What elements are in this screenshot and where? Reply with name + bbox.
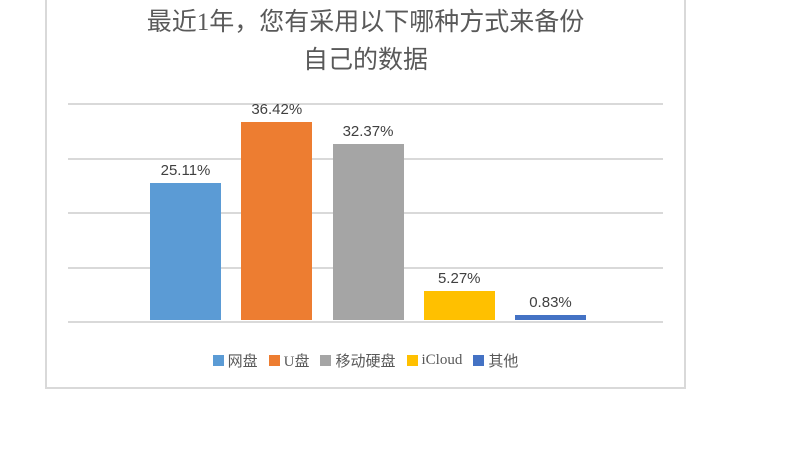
legend-swatch-icon-portable-hdd	[320, 354, 332, 366]
legend-swatch-icon-cloud-drive	[212, 354, 224, 366]
legend-item-portable-hdd: 移动硬盘	[320, 350, 396, 371]
chart-title-line1: 最近1年，您有采用以下哪种方式来备份	[146, 9, 585, 36]
legend-label-portable-hdd: 移动硬盘	[335, 353, 396, 370]
legend-label-other: 其他	[488, 353, 519, 370]
legend-item-cloud-drive: 网盘	[212, 350, 258, 371]
bar-value-label-usb-drive: 36.42%	[251, 101, 303, 118]
legend-label-icloud: iCloud	[421, 351, 463, 368]
plot-area: 25.11% 36.42% 32.37% 5.27% 0.83%	[47, 0, 684, 387]
legend-swatch-icon-icloud	[406, 354, 418, 366]
legend-item-icloud: iCloud	[406, 351, 463, 369]
legend-label-cloud-drive: 网盘	[227, 353, 258, 370]
gridline-0pct	[68, 321, 663, 323]
bar-value-label-icloud: 5.27%	[437, 270, 481, 287]
gridline-40pct	[68, 103, 663, 105]
legend-swatch-icon-usb-drive	[268, 354, 280, 366]
chart-title: 最近1年，您有采用以下哪种方式来备份 自己的数据	[47, 4, 684, 80]
bar-value-label-cloud-drive: 25.11%	[160, 162, 211, 179]
bar-usb-drive	[241, 122, 313, 320]
legend-label-usb-drive: U盘	[283, 353, 310, 370]
bar-portable-hdd	[332, 144, 404, 320]
bar-value-label-other: 0.83%	[529, 294, 572, 311]
legend: 网盘 U盘 移动硬盘 iCloud 其他	[47, 348, 684, 372]
bar-icloud	[423, 291, 495, 320]
legend-item-other: 其他	[473, 350, 518, 371]
chart-title-line2: 自己的数据	[302, 47, 428, 74]
legend-swatch-icon-other	[473, 354, 485, 366]
bar-cloud-drive	[150, 183, 221, 320]
legend-item-usb-drive: U盘	[268, 350, 310, 371]
chart-frame: 最近1年，您有采用以下哪种方式来备份 自己的数据 25.11% 36.42% 32.3…	[45, 0, 686, 389]
bar-value-label-portable-hdd: 32.37%	[342, 123, 394, 140]
bar-other	[515, 315, 586, 320]
